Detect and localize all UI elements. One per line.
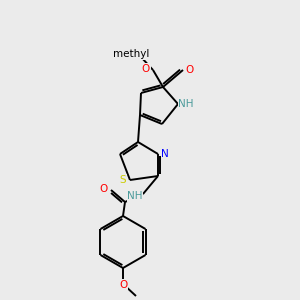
Text: O: O [100, 184, 108, 194]
Text: methyl: methyl [113, 49, 149, 59]
Text: N: N [161, 149, 169, 159]
Text: O: O [119, 280, 127, 290]
Text: O: O [142, 64, 150, 74]
Text: O: O [186, 65, 194, 75]
Text: S: S [120, 175, 126, 185]
Text: NH: NH [178, 99, 194, 109]
Text: NH: NH [127, 191, 143, 201]
